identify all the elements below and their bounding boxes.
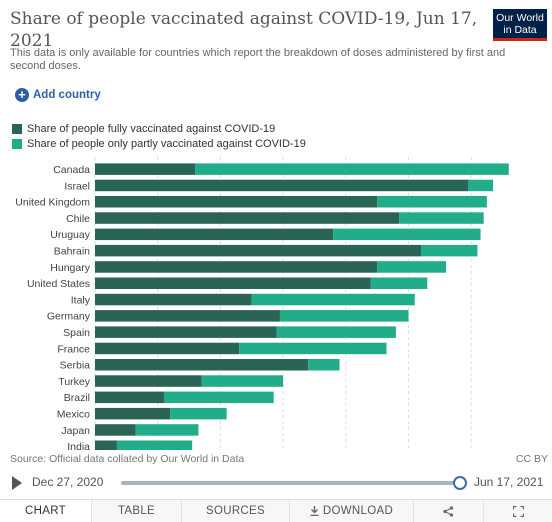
logo-line1: Our World [496, 12, 544, 24]
owid-logo[interactable]: Our World in Data [493, 9, 547, 41]
bar-partly-vaccinated[interactable] [135, 424, 199, 436]
bar-fully-vaccinated[interactable] [95, 440, 117, 451]
category-label: Spain [63, 327, 90, 339]
tab-sources[interactable]: SOURCES [182, 500, 290, 522]
bar-partly-vaccinated[interactable] [333, 228, 481, 241]
category-label: Germany [47, 311, 91, 323]
legend-item-fully[interactable]: Share of people fully vaccinated against… [12, 121, 306, 136]
category-label: Turkey [58, 376, 90, 388]
category-label: Canada [53, 164, 90, 176]
bar-fully-vaccinated[interactable] [95, 310, 280, 322]
bar-fully-vaccinated[interactable] [95, 326, 277, 338]
category-label: Serbia [60, 360, 91, 372]
bar-partly-vaccinated[interactable] [370, 277, 428, 290]
category-label: United States [27, 278, 90, 290]
bar-partly-vaccinated[interactable] [421, 244, 478, 257]
bar-fully-vaccinated[interactable] [95, 163, 196, 175]
bar-fully-vaccinated[interactable] [95, 277, 371, 290]
bar-fully-vaccinated[interactable] [95, 359, 309, 371]
category-label: Uruguay [50, 229, 90, 241]
share-button[interactable] [414, 500, 484, 522]
source-note[interactable]: Source: Official data collated by Our Wo… [10, 453, 245, 465]
category-label: Hungary [50, 262, 90, 274]
logo-line2: in Data [503, 24, 537, 36]
bar-partly-vaccinated[interactable] [195, 163, 509, 175]
category-label: Italy [71, 294, 91, 306]
bar-partly-vaccinated[interactable] [399, 212, 484, 224]
timeline-start-date: Dec 27, 2020 [32, 475, 104, 489]
bar-fully-vaccinated[interactable] [95, 228, 334, 241]
fullscreen-button[interactable] [484, 500, 552, 522]
legend-swatch-partly [12, 138, 22, 149]
bar-fully-vaccinated[interactable] [95, 391, 164, 404]
legend-label-partly: Share of people only partly vaccinated a… [27, 137, 306, 150]
tab-chart[interactable]: CHART [0, 500, 92, 522]
expand-icon [512, 505, 524, 517]
bar-partly-vaccinated[interactable] [116, 440, 193, 451]
bar-partly-vaccinated[interactable] [276, 326, 396, 338]
bar-fully-vaccinated[interactable] [95, 196, 378, 208]
bar-partly-vaccinated[interactable] [279, 310, 409, 322]
category-label: India [67, 441, 90, 450]
bar-partly-vaccinated[interactable] [251, 293, 415, 306]
bar-partly-vaccinated[interactable] [468, 179, 494, 192]
share-icon [443, 505, 454, 517]
category-label: Mexico [57, 408, 90, 420]
category-label: Israel [64, 180, 90, 192]
timeline-handle[interactable] [453, 476, 467, 490]
chart-title: Share of people vaccinated against COVID… [10, 9, 478, 51]
bar-fully-vaccinated[interactable] [95, 424, 136, 436]
category-label: France [57, 343, 90, 355]
bar-partly-vaccinated[interactable] [163, 391, 274, 404]
legend-label-fully: Share of people fully vaccinated against… [27, 122, 276, 135]
tab-download-label: DOWNLOAD [322, 505, 394, 517]
category-label: Bahrain [54, 245, 90, 257]
bar-partly-vaccinated[interactable] [308, 359, 340, 371]
bar-partly-vaccinated[interactable] [377, 196, 487, 208]
license-badge[interactable]: CC BY [515, 453, 548, 465]
bar-partly-vaccinated[interactable] [201, 375, 284, 387]
bar-fully-vaccinated[interactable] [95, 342, 240, 355]
timeline-fill [121, 481, 459, 485]
category-label: Japan [61, 425, 90, 437]
bar-fully-vaccinated[interactable] [95, 244, 422, 257]
timeline: Dec 27, 2020 Jun 17, 2021 [0, 472, 552, 494]
bar-fully-vaccinated[interactable] [95, 293, 252, 306]
category-label: Chile [66, 213, 90, 225]
add-country-button[interactable]: + Add country [15, 88, 101, 102]
bar-fully-vaccinated[interactable] [95, 261, 378, 273]
category-label: Brazil [64, 392, 90, 404]
plus-icon: + [15, 88, 29, 102]
chart-legend: Share of people fully vaccinated against… [12, 121, 306, 151]
chart-subtitle: This data is only available for countrie… [10, 47, 506, 72]
legend-item-partly[interactable]: Share of people only partly vaccinated a… [12, 136, 306, 151]
category-label: United Kingdom [15, 197, 90, 209]
bar-fully-vaccinated[interactable] [95, 375, 202, 387]
bar-fully-vaccinated[interactable] [95, 212, 400, 224]
tab-bar: CHART TABLE SOURCES DOWNLOAD [0, 499, 552, 522]
tab-download[interactable]: DOWNLOAD [290, 500, 414, 522]
add-country-label: Add country [33, 89, 101, 101]
timeline-end-date: Jun 17, 2021 [474, 475, 544, 489]
bar-fully-vaccinated[interactable] [95, 407, 171, 420]
bar-fully-vaccinated[interactable] [95, 179, 469, 192]
tab-table[interactable]: TABLE [92, 500, 182, 522]
timeline-track[interactable] [121, 481, 459, 485]
bar-partly-vaccinated[interactable] [239, 342, 387, 355]
legend-swatch-fully [12, 123, 22, 134]
bar-partly-vaccinated[interactable] [377, 261, 447, 273]
play-icon[interactable] [12, 476, 22, 490]
download-icon [310, 506, 319, 517]
bar-partly-vaccinated[interactable] [170, 407, 227, 420]
